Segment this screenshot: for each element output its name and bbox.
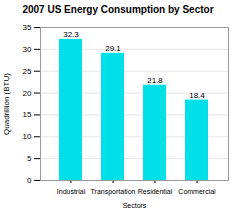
svg-text:0: 0 — [27, 176, 32, 185]
svg-text:30: 30 — [23, 45, 32, 54]
svg-text:5: 5 — [27, 154, 32, 163]
svg-text:10: 10 — [23, 132, 32, 141]
svg-text:21.8: 21.8 — [147, 76, 163, 85]
svg-text:32.3: 32.3 — [63, 30, 79, 39]
svg-text:Quadrillion (BTU): Quadrillion (BTU) — [2, 73, 11, 135]
svg-text:Industrial: Industrial — [57, 188, 86, 195]
svg-text:Sectors: Sectors — [123, 202, 147, 209]
svg-text:Commercial: Commercial — [178, 188, 216, 195]
svg-text:25: 25 — [23, 67, 32, 76]
html-text:2007 US Energy Consumption by: 2007 US Energy Consumption by Sector — [22, 4, 214, 15]
svg-text:18.4: 18.4 — [189, 91, 205, 100]
svg-text:Residential: Residential — [138, 188, 173, 195]
svg-text:20: 20 — [23, 89, 32, 98]
svg-text:Transportation: Transportation — [91, 188, 136, 196]
svg-text:35: 35 — [23, 23, 32, 32]
svg-text:15: 15 — [23, 110, 32, 119]
svg-text:29.1: 29.1 — [105, 44, 121, 53]
